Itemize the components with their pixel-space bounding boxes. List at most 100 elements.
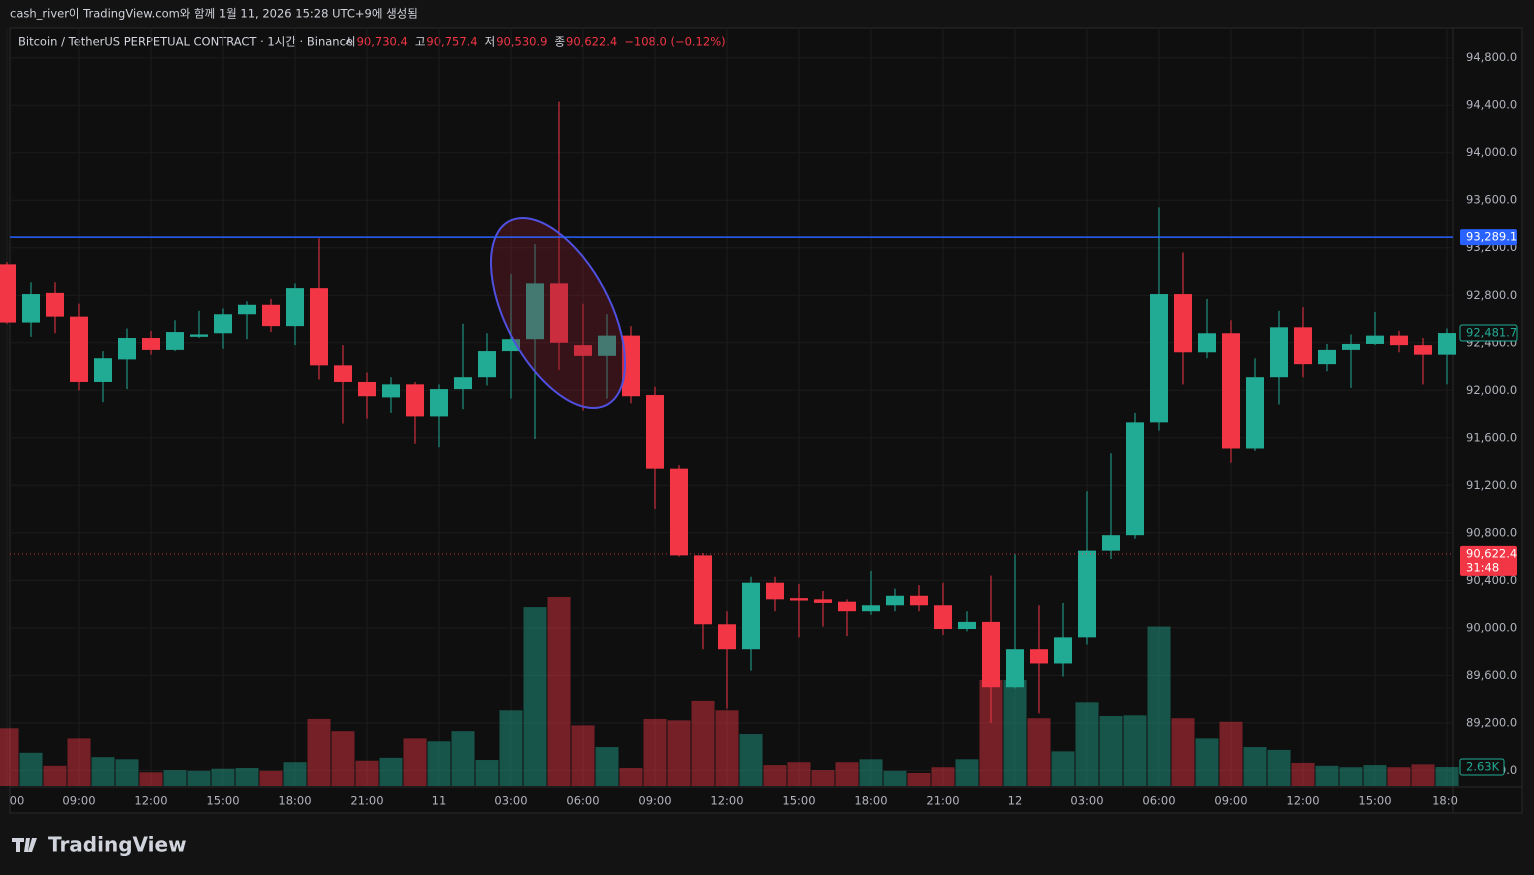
candle-body <box>862 605 880 612</box>
candle-body <box>1102 535 1120 551</box>
legend-value: 90,730.4 <box>357 35 408 49</box>
legend-change: −108.0 (−0.12%) <box>624 35 725 49</box>
volume-bar <box>259 770 283 786</box>
candle-body <box>718 624 736 650</box>
candle-body <box>94 358 112 382</box>
volume-bar <box>1027 718 1051 786</box>
candle-body <box>886 595 904 606</box>
volume-bar <box>715 710 739 786</box>
candle-body <box>574 345 592 356</box>
candle-body <box>166 332 184 350</box>
legend-key: 종 <box>554 35 565 49</box>
candle-body <box>598 335 616 356</box>
volume-bar <box>91 757 115 786</box>
volume-bar <box>1051 751 1075 786</box>
candle-body <box>526 283 544 340</box>
logo: TradingView <box>12 833 187 857</box>
candle-body <box>478 351 496 378</box>
volume-bar <box>595 747 619 786</box>
legend-value: 90,757.4 <box>426 35 477 49</box>
last-close-label: 92,481.7 <box>1466 326 1517 340</box>
volume-bar <box>1267 749 1291 786</box>
logo-mark <box>12 838 37 852</box>
grid <box>6 28 1453 787</box>
brand: TradingView <box>48 833 187 857</box>
volume-bar <box>1291 762 1315 786</box>
candle-body <box>790 598 808 601</box>
volume-bar <box>307 718 331 786</box>
volume-bar <box>1147 626 1171 786</box>
last-close-box <box>1459 324 1518 342</box>
volume-bar <box>883 770 907 786</box>
volume-bar <box>523 607 547 786</box>
candle-body <box>766 582 784 600</box>
y-tick-label: 90,000.0 <box>1466 620 1517 634</box>
volume-bar <box>1363 765 1387 786</box>
y-tick-label: 92,800.0 <box>1466 288 1517 302</box>
x-tick-label: 18:0 <box>1432 794 1458 808</box>
candle-body <box>910 595 928 606</box>
candle-body <box>934 605 952 630</box>
candle-body <box>310 288 328 366</box>
volume-bar <box>1339 767 1363 786</box>
candle-body <box>1174 294 1192 353</box>
hline-label-box <box>1460 229 1517 246</box>
candle-body <box>694 555 712 625</box>
x-tick-label: 12:00 <box>1286 794 1319 808</box>
volume-bar <box>475 760 499 786</box>
candle-body <box>1078 550 1096 638</box>
x-tick-label: 15:00 <box>1358 794 1391 808</box>
x-tick-label: 09:00 <box>62 794 95 808</box>
volume-bar <box>499 710 523 786</box>
legend-key: 저 <box>485 35 496 49</box>
countdown: 31:48 <box>1466 560 1499 574</box>
volume-bar <box>379 757 403 786</box>
volume-bar <box>355 760 379 786</box>
volume-bar <box>643 718 667 786</box>
current-price-box <box>1460 545 1517 576</box>
volume-bar <box>1219 721 1243 786</box>
volume-bar <box>859 759 883 786</box>
volume-bar <box>1315 765 1339 786</box>
volume-bar <box>571 725 595 786</box>
candle-body <box>1390 335 1408 346</box>
candle-body <box>22 294 40 323</box>
candle-body <box>0 264 16 323</box>
title: cash_river이 TradingView.com와 함께 1월 11, 2… <box>10 7 418 21</box>
volume-bar <box>931 767 955 786</box>
candle-body <box>70 316 88 382</box>
candle-body <box>1318 349 1336 365</box>
x-tick-label: 03:00 <box>494 794 527 808</box>
candle-body <box>502 339 520 352</box>
volume-bar <box>283 762 307 786</box>
legend-key: 시 <box>345 35 356 49</box>
candle-body <box>262 304 280 327</box>
x-tick-label: 00 <box>10 794 25 808</box>
x-tick-label: 18:00 <box>278 794 311 808</box>
volume-bar <box>139 772 163 786</box>
y-tick-label: 90,800.0 <box>1466 525 1517 539</box>
candle-body <box>1198 333 1216 353</box>
volume-bar <box>19 752 43 786</box>
volume-bar <box>955 759 979 786</box>
volume-bar <box>763 765 787 786</box>
x-tick-label: 11 <box>432 794 447 808</box>
x-tick-label: 09:00 <box>638 794 671 808</box>
y-tick-label: 93,600.0 <box>1466 193 1517 207</box>
candle-body <box>1294 327 1312 365</box>
volume-bar <box>1243 747 1267 786</box>
volume-bar <box>1075 702 1099 786</box>
volume-bar <box>163 770 187 786</box>
volume-bar <box>1123 715 1147 786</box>
candle-body <box>214 314 232 334</box>
volume-bar <box>1171 718 1195 786</box>
candle-body <box>358 381 376 397</box>
candle-body <box>1150 294 1168 423</box>
volume-bar <box>739 734 763 786</box>
symbol: Bitcoin / TetherUS PERPETUAL CONTRACT · … <box>18 35 353 49</box>
volume-bar <box>1003 679 1027 786</box>
candle-body <box>238 304 256 315</box>
current-price-label: 90,622.4 <box>1466 546 1517 560</box>
chart-pane <box>9 27 1523 814</box>
